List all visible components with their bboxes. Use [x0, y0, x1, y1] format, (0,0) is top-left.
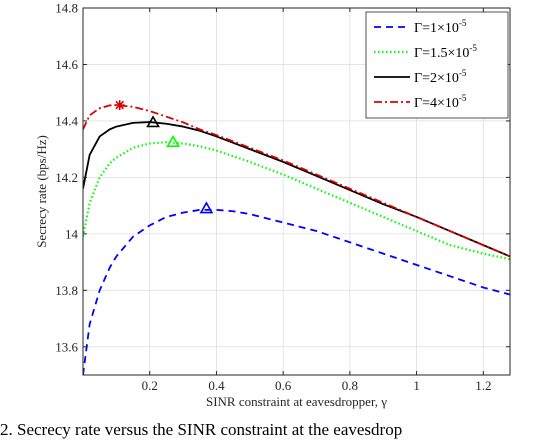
- series-marker-1: [166, 134, 180, 148]
- x-tick-label-2: 0.6: [275, 378, 292, 393]
- x-tick-label-1: 0.4: [208, 378, 225, 393]
- series-line-1: [83, 141, 510, 261]
- legend-label-2: Γ=2×10-5: [414, 68, 467, 86]
- legend-label-3: Γ=4×10-5: [414, 93, 467, 111]
- plot-frame: [82, 7, 511, 376]
- legend-label-0: Γ=1×10-5: [414, 18, 467, 36]
- y-axis-label: Secrecy rate (bps/Hz): [34, 135, 49, 248]
- x-tick-label-5: 1.2: [475, 378, 491, 393]
- legend: Γ=1×10-5 Γ=1.5×10-5 Γ=2×10-5 Γ=4×10-5: [365, 11, 509, 119]
- figure-caption: 2. Secrecy rate versus the SINR constrai…: [0, 420, 403, 439]
- y-tick-label-0: 13.6: [55, 339, 78, 354]
- secrecy-rate-chart: 0.2 0.4 0.6 0.8 1 1.2 13.6 13.8 14 14.2 14.4 14.6 14…: [34, 1, 511, 409]
- x-tick-label-3: 0.8: [342, 378, 358, 393]
- x-axis-label: SINR constraint at eavesdropper, γ: [206, 394, 387, 409]
- series-markers: [114, 100, 214, 214]
- x-tick-label-4: 1: [413, 378, 420, 393]
- series-marker-2: [146, 115, 160, 128]
- legend-label-1: Γ=1.5×10-5: [414, 43, 477, 61]
- y-tick-label-1: 13.8: [55, 283, 78, 298]
- y-tick-label-4: 14.4: [55, 113, 78, 128]
- series-line-3: [83, 104, 510, 258]
- series-line-2: [83, 121, 510, 258]
- y-tick-label-2: 14: [65, 226, 79, 241]
- legend-box: [365, 11, 509, 119]
- y-tick-label-5: 14.6: [55, 57, 78, 72]
- y-tick-label-6: 14.8: [55, 1, 78, 16]
- x-tick-label-0: 0.2: [142, 378, 158, 393]
- series-marker-0: [199, 201, 214, 214]
- series-line-0: [83, 208, 510, 375]
- axes: 0.2 0.4 0.6 0.8 1 1.2 13.6 13.8 14 14.2 14.4 14.6 14…: [34, 1, 511, 409]
- series-marker-3: [114, 100, 125, 111]
- series-lines: [83, 104, 510, 375]
- y-tick-label-3: 14.2: [55, 170, 78, 185]
